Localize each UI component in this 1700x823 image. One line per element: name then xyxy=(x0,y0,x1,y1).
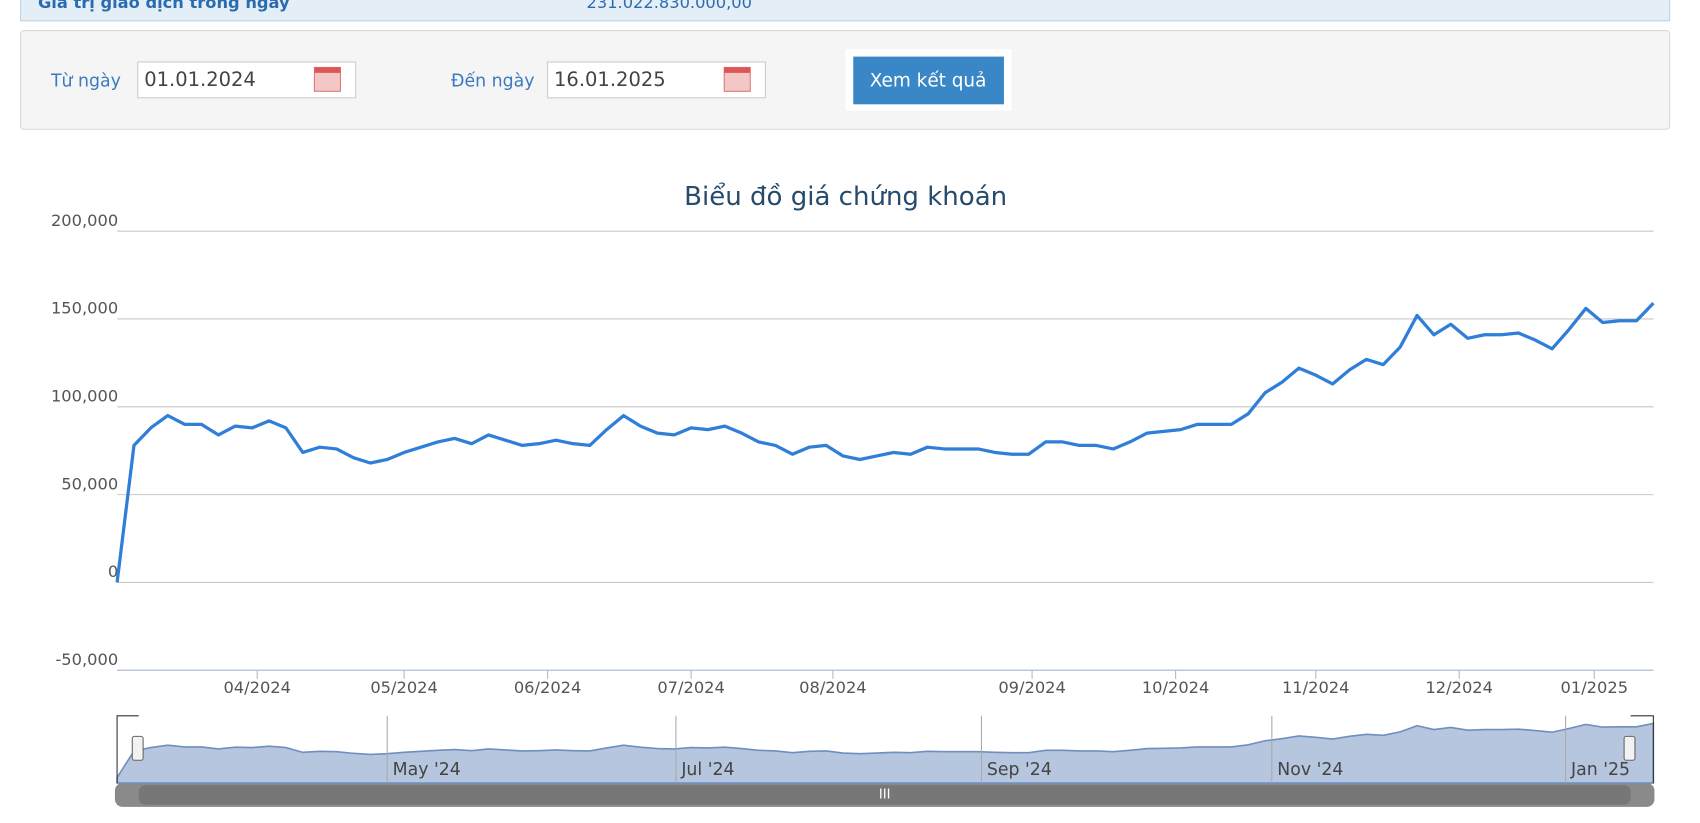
navigator-label: Sep '24 xyxy=(987,760,1052,780)
from-label: Từ ngày xyxy=(50,72,121,92)
navigator-label: Jan '25 xyxy=(1570,760,1630,780)
x-tick-label: 09/2024 xyxy=(998,678,1066,697)
x-tick-label: 11/2024 xyxy=(1282,678,1350,697)
submit-button[interactable] xyxy=(853,56,1004,105)
to-label: Đến ngày xyxy=(451,71,534,92)
x-tick-label: 05/2024 xyxy=(370,678,438,697)
navigator-handle[interactable] xyxy=(131,735,144,761)
navigator-label: Nov '24 xyxy=(1277,760,1343,780)
price-line xyxy=(115,302,1655,583)
chart-title: Biểu đồ giá chứng khoán xyxy=(684,181,1007,212)
filter-panel xyxy=(20,30,1671,130)
navigator-label: Jul '24 xyxy=(680,760,734,780)
scrollbar-thumb[interactable] xyxy=(138,785,1631,805)
submit-text: Xem kết quả xyxy=(870,71,987,92)
x-tick-label: 10/2024 xyxy=(1142,678,1210,697)
y-tick-label: 200,000 xyxy=(51,211,118,230)
navigator-frame xyxy=(116,715,1654,784)
x-tick-label: 01/2025 xyxy=(1561,678,1629,697)
calendar-icon[interactable] xyxy=(723,66,751,92)
y-tick-label: -50,000 xyxy=(55,650,118,669)
summary-label: Giá trị giao dịch trong ngày xyxy=(38,0,290,12)
from-value: 01.01.2024 xyxy=(144,68,256,91)
x-tick-label: 04/2024 xyxy=(223,678,291,697)
x-tick-label: 12/2024 xyxy=(1425,678,1493,697)
summary-value: 231.022.830.000,00 xyxy=(587,0,752,12)
y-tick-label: 0 xyxy=(108,562,118,581)
y-tick-label: 150,000 xyxy=(51,299,118,318)
x-tick-label: 08/2024 xyxy=(799,678,867,697)
navigator-handle[interactable] xyxy=(1623,735,1636,761)
x-tick-label: 06/2024 xyxy=(514,678,582,697)
y-tick-label: 100,000 xyxy=(51,387,118,406)
navigator-label: May '24 xyxy=(393,760,461,780)
to-value: 16.01.2025 xyxy=(554,68,666,91)
calendar-icon[interactable] xyxy=(313,66,341,92)
y-tick-label: 50,000 xyxy=(61,474,118,493)
scroll-grip: III xyxy=(879,787,891,802)
navigator-area xyxy=(116,722,1655,784)
x-tick-label: 07/2024 xyxy=(657,678,725,697)
summary-bar xyxy=(20,0,1671,22)
